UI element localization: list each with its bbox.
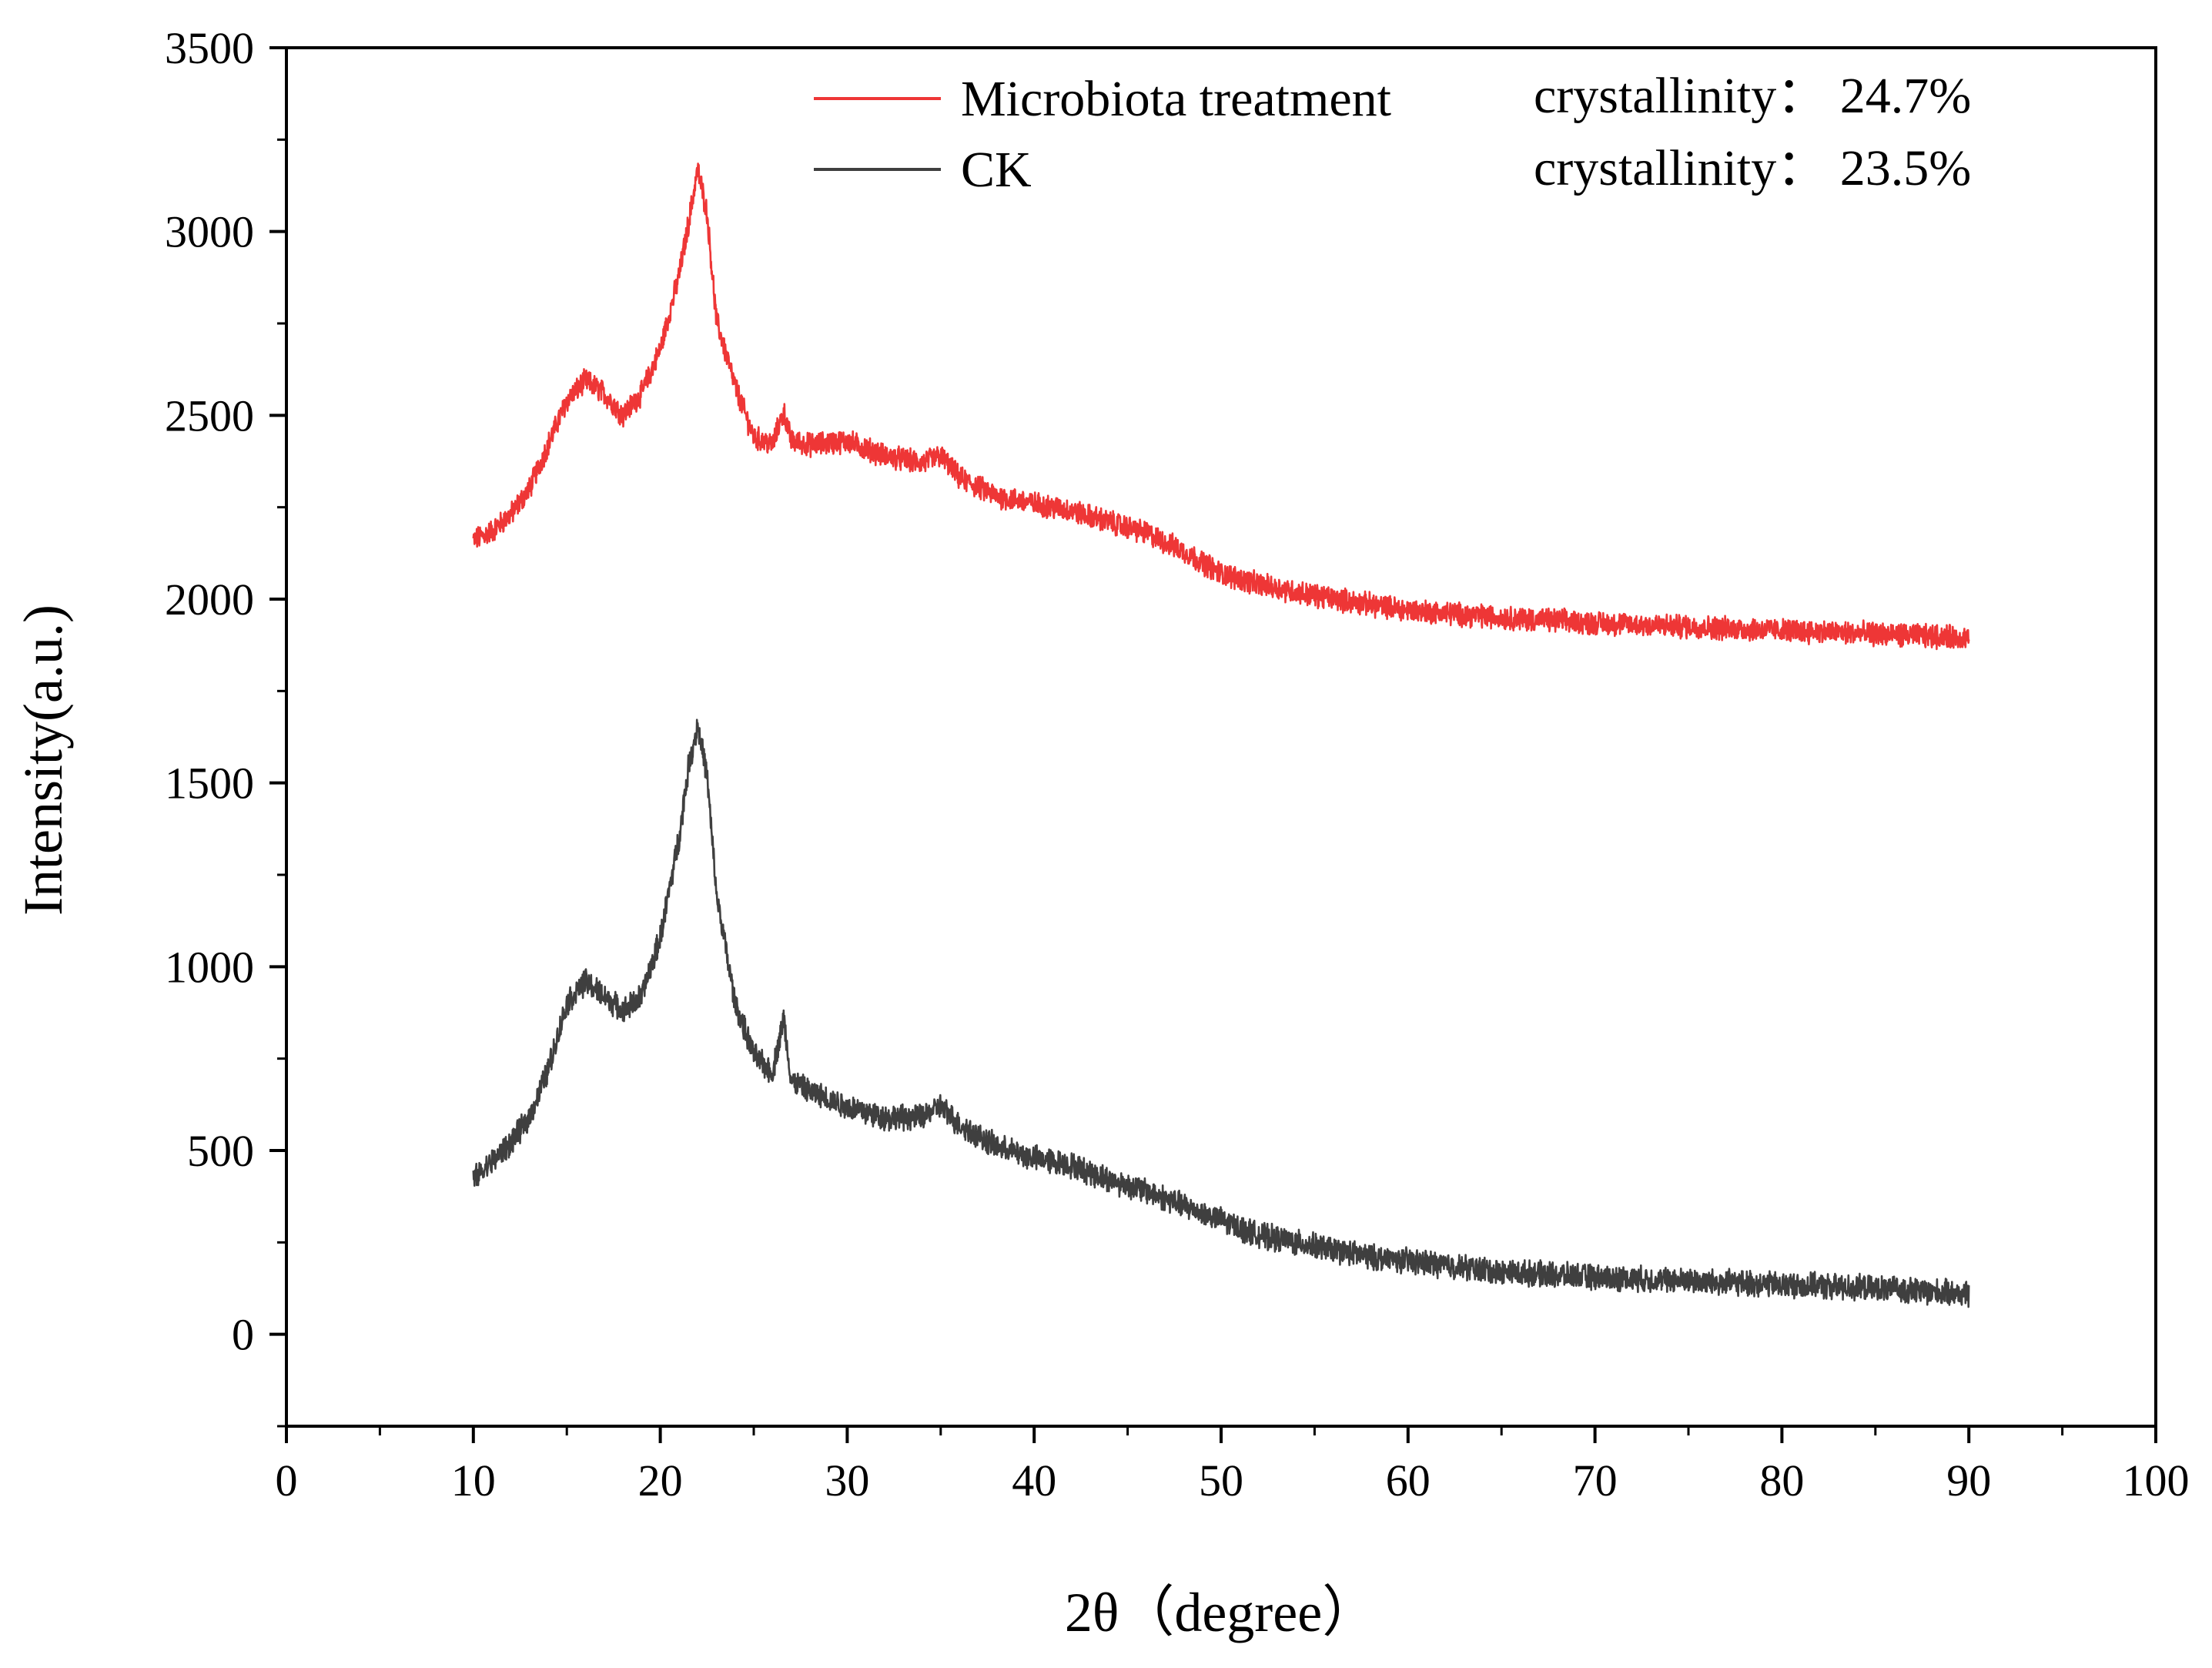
y-tick-label: 0 [232,1310,254,1360]
crystallinity-value: 24.7% [1840,68,1971,124]
y-tick-label: 1000 [165,942,254,992]
x-tick-label: 70 [1573,1455,1618,1506]
x-tick-label: 80 [1759,1455,1804,1506]
x-tick-label: 20 [638,1455,683,1506]
x-tick-label: 10 [451,1455,496,1506]
y-tick-label: 2500 [165,390,254,440]
crystallinity-annotation-ck: crystallinity： 23.5% [1534,140,1971,196]
series-line-ck [472,718,1970,1308]
x-tick-label: 60 [1386,1455,1431,1506]
plot-frame [285,46,2157,1428]
annotations: crystallinity： 24.7% crystallinity： 23.5… [1534,68,1971,196]
y-tick-label: 500 [187,1126,254,1176]
x-axis-title: 2θ（degree） [1065,1582,1377,1643]
y-tick-label: 3000 [165,207,254,257]
x-tick-label: 100 [2123,1455,2190,1506]
series-layer [472,162,1970,1308]
series-line-microbiota-treatment [472,162,1970,651]
ticks-layer: 0 10 20 30 40 50 60 70 80 90 100050010001500200025… [165,23,2190,1506]
crystallinity-annotation-microbiota: crystallinity： 24.7% [1534,68,1971,124]
legend: Microbiota treatment CK [814,71,1391,198]
x-tick-label: 50 [1199,1455,1243,1506]
x-tick-label: 40 [1012,1455,1056,1506]
x-tick-label: 0 [276,1455,298,1506]
crystallinity-label: crystallinity： [1534,140,1827,196]
legend-label-microbiota: Microbiota treatment [961,71,1391,127]
y-axis-title: Intensity(a.u.) [12,605,74,916]
x-tick-label: 30 [825,1455,869,1506]
y-tick-label: 3500 [165,23,254,73]
crystallinity-label: crystallinity： [1534,68,1827,124]
x-tick-label: 90 [1946,1455,1991,1506]
legend-label-ck: CK [961,142,1032,198]
y-tick-label: 2000 [165,574,254,625]
crystallinity-value: 23.5% [1840,140,1971,196]
y-tick-label: 1500 [165,759,254,809]
